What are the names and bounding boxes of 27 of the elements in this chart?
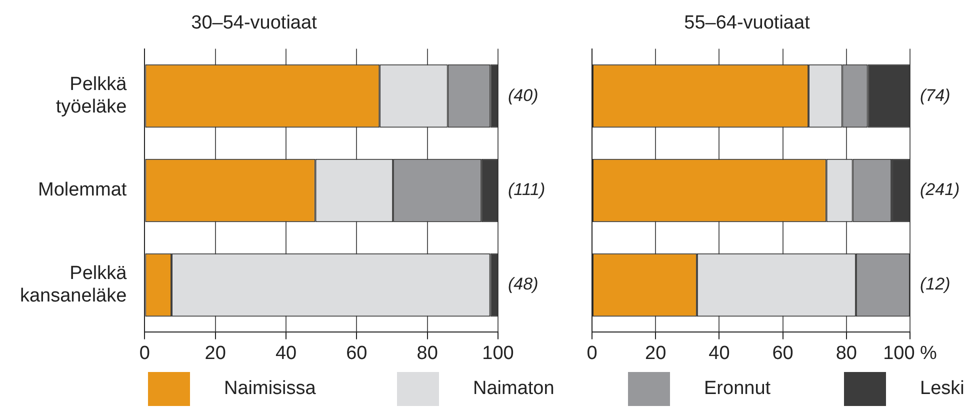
x-tick-label: 80 [416,342,438,364]
x-tick-label: 20 [204,342,226,364]
x-tick-label: 0 [139,342,150,364]
x-tick-label: 20 [645,342,666,364]
text: (12) [920,274,950,294]
text: (48) [508,274,538,294]
text: (74) [920,86,950,105]
x-tick-label: 40 [275,342,297,364]
legend-label: Eronnut [704,378,771,400]
legend-label: Leski [920,378,964,400]
x-tick-label: 60 [346,342,368,364]
text: (111) [508,180,546,200]
x-tick-label: 60 [772,342,794,364]
y-tick-label: Pelkkä työeläke [56,74,128,118]
legend-label: Naimisissa [224,378,316,400]
text: (241) [920,180,960,200]
y-tick-label: Molemmat [38,180,128,201]
x-tick-label: 100 [482,342,514,364]
text: (40) [508,86,538,105]
x-tick-label: 80 [836,342,857,364]
legend-label: Naimaton [473,378,554,400]
x-tick-label: 0 [586,342,598,364]
x-tick-label: 40 [708,342,730,364]
chart-title: 55–64-vuotiaat [684,12,811,34]
x-tick-label: 100 % [883,342,938,364]
y-tick-label: Pelkkä kansaneläke [20,262,128,307]
chart-title: 30–54-vuotiaat [191,12,318,34]
